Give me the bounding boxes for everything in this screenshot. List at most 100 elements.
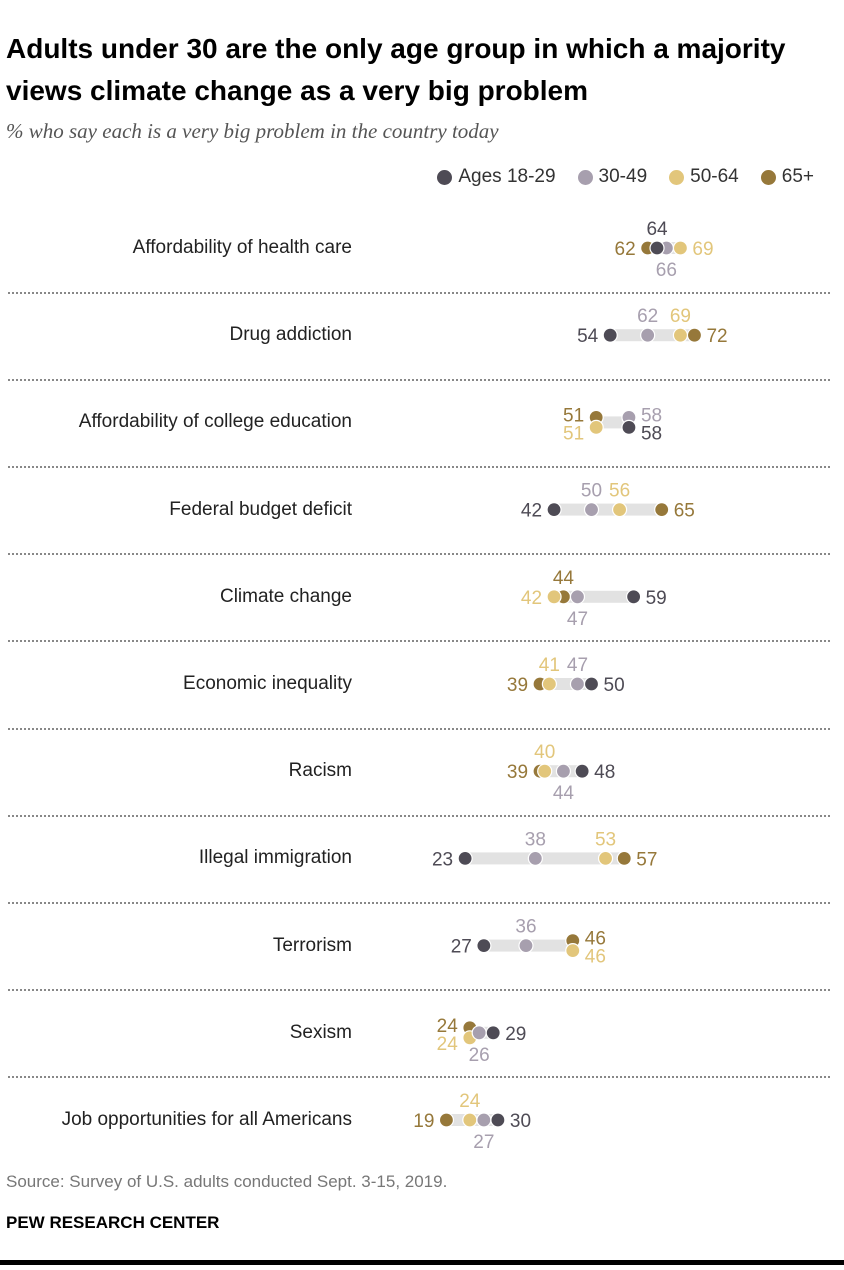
value-label: 66 <box>656 260 677 281</box>
value-label: 53 <box>595 829 616 850</box>
row-divider <box>8 640 830 643</box>
value-label: 51 <box>563 405 584 426</box>
dot-30-49 <box>471 1025 487 1041</box>
dot-50-64 <box>597 850 614 867</box>
dot-65- <box>616 850 632 867</box>
value-label: 46 <box>585 929 606 950</box>
dot-50-64 <box>462 1112 478 1128</box>
value-label: 39 <box>507 675 528 696</box>
dot-50-64 <box>611 502 628 518</box>
value-label: 58 <box>641 405 662 426</box>
dot-ages-18-29 <box>457 850 473 867</box>
value-label: 65 <box>674 501 695 522</box>
row-label: Affordability of college education <box>78 411 352 433</box>
source-note: Source: Survey of U.S. adults conducted … <box>6 1172 448 1191</box>
row-label: Drug addiction <box>229 324 352 346</box>
value-label: 62 <box>637 306 658 327</box>
value-label: 56 <box>609 481 630 502</box>
legend-dot-icon <box>760 169 776 185</box>
dot-50-64 <box>672 240 689 256</box>
row-divider <box>8 466 830 468</box>
row-label: Economic inequality <box>183 673 352 694</box>
dot-30-49 <box>569 589 586 605</box>
row-label: Terrorism <box>272 934 352 956</box>
legend-dot-icon <box>577 169 593 185</box>
value-label: 59 <box>646 588 667 609</box>
row-label: Sexism <box>289 1021 352 1043</box>
value-label: 44 <box>553 568 575 589</box>
dot-50-64 <box>537 763 553 779</box>
value-label: 29 <box>505 1024 526 1045</box>
value-label: 24 <box>459 1091 481 1112</box>
value-label: 27 <box>451 937 472 958</box>
dot-ages-18-29 <box>546 502 562 518</box>
range-bar <box>554 503 662 516</box>
dot-ages-18-29 <box>485 1025 501 1041</box>
value-label: 41 <box>539 655 560 676</box>
value-label: 57 <box>636 849 657 870</box>
row-divider <box>8 989 830 992</box>
value-label: 46 <box>585 947 606 968</box>
value-label: 58 <box>641 423 662 444</box>
legend-label: 50-64 <box>690 166 739 187</box>
row-label: Federal budget deficit <box>169 498 352 520</box>
dot-30-49 <box>518 937 534 954</box>
dot-50-64 <box>565 942 581 959</box>
row-label: Affordability of health care <box>132 237 352 258</box>
row-divider <box>8 291 830 294</box>
row-divider <box>8 553 830 556</box>
legend-item-18-29: Ages 18-29 <box>437 166 556 188</box>
bottom-rule <box>0 1260 844 1265</box>
dot-30-49 <box>583 502 600 518</box>
row-divider <box>8 378 830 381</box>
dot-ages-18-29 <box>574 763 590 779</box>
row-divider <box>8 902 830 904</box>
legend-item-65plus: 65+ <box>760 166 814 188</box>
range-bar <box>596 416 629 429</box>
value-label: 69 <box>670 306 691 327</box>
value-label: 38 <box>525 829 546 850</box>
row-divider <box>8 727 830 730</box>
legend-label: Ages 18-29 <box>458 166 556 187</box>
dot-30-49 <box>569 676 586 692</box>
dot-50-64 <box>541 676 557 692</box>
dot-65- <box>686 327 703 343</box>
legend-label: 30-49 <box>598 166 648 187</box>
dot-65- <box>438 1112 455 1128</box>
dot-50-64 <box>672 327 689 343</box>
dot-ages-18-29 <box>621 419 637 435</box>
value-label: 24 <box>437 1016 459 1037</box>
row-label: Climate change <box>219 585 352 607</box>
value-label: 69 <box>692 239 713 260</box>
legend-item-30-49: 30-49 <box>577 166 648 188</box>
value-label: 27 <box>473 1132 494 1153</box>
value-label: 40 <box>534 742 555 763</box>
value-label: 26 <box>469 1045 490 1066</box>
value-label: 50 <box>581 481 602 502</box>
dot-ages-18-29 <box>626 589 642 605</box>
value-label: 47 <box>567 609 588 630</box>
value-label: 48 <box>594 762 615 783</box>
value-label: 42 <box>521 588 542 609</box>
value-label: 62 <box>615 239 636 260</box>
row-divider <box>8 1076 830 1079</box>
legend: Ages 18-29 30-49 50-64 65+ <box>437 166 814 188</box>
value-label: 72 <box>706 326 727 347</box>
value-label: 47 <box>567 655 588 676</box>
chart-subtitle: % who say each is a very big problem in … <box>6 119 499 143</box>
dot-ages-18-29 <box>583 676 600 692</box>
dot-50-64 <box>546 589 562 605</box>
legend-dot-icon <box>437 169 453 185</box>
dot-50-64 <box>588 419 604 435</box>
row-label: Illegal immigration <box>198 847 352 869</box>
legend-dot-icon <box>669 169 685 185</box>
value-label: 36 <box>515 917 536 938</box>
dot-ages-18-29 <box>649 240 665 256</box>
value-label: 51 <box>563 423 584 444</box>
row-label: Racism <box>288 760 352 782</box>
dot-30-49 <box>555 763 572 779</box>
value-label: 19 <box>413 1111 434 1132</box>
value-label: 64 <box>646 219 668 240</box>
